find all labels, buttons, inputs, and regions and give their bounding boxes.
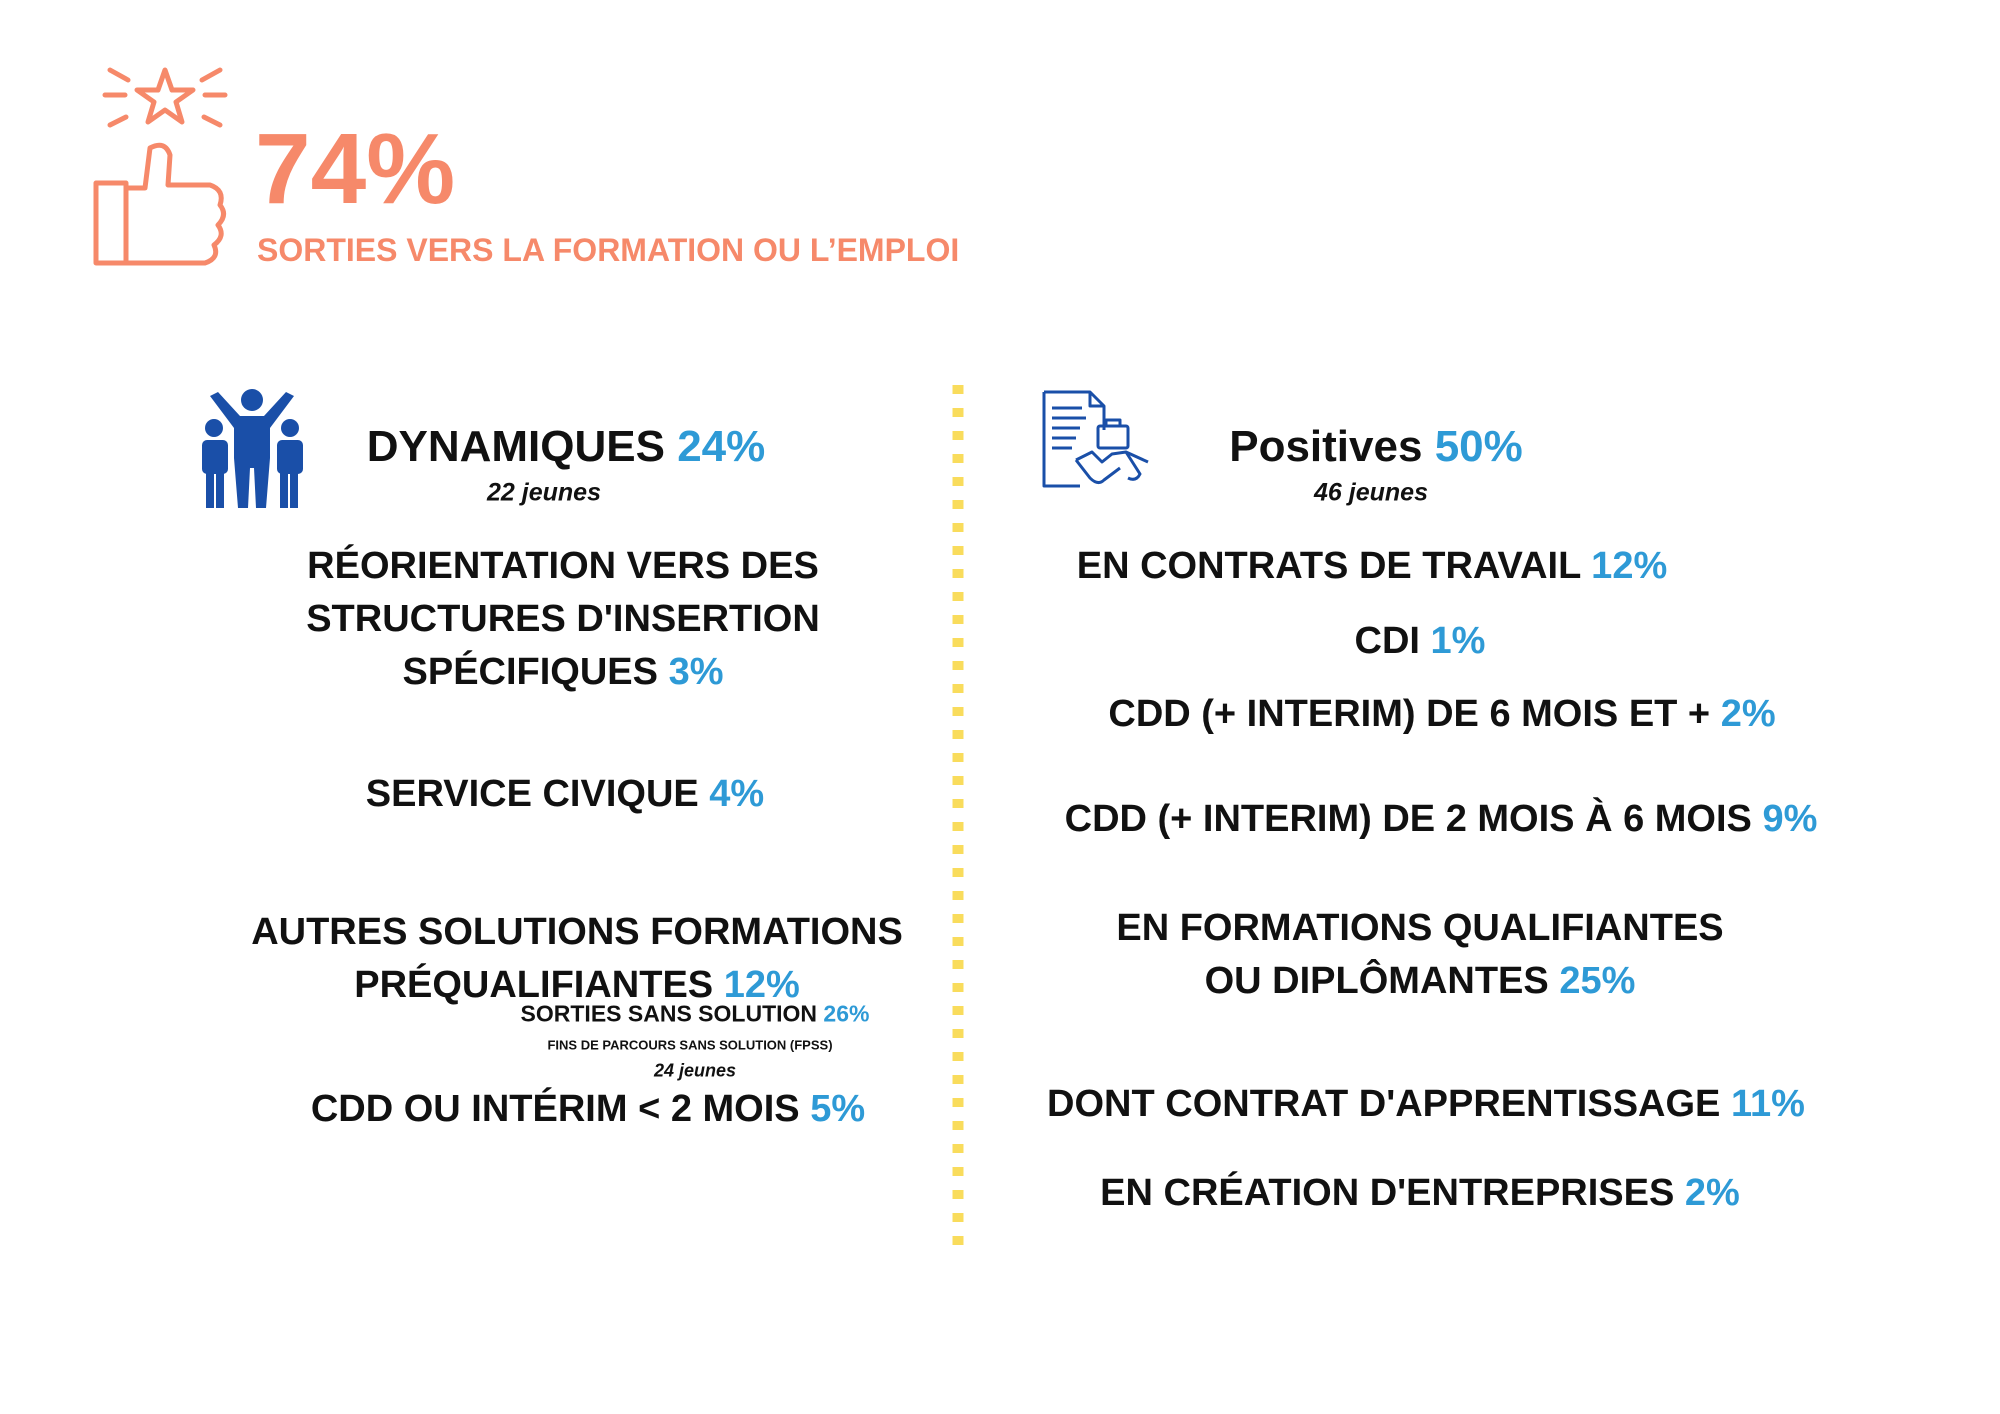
item-label: SERVICE CIVIQUE — [365, 773, 699, 815]
count: 22 jeunes — [487, 478, 601, 507]
item-percent: 1% — [1430, 620, 1486, 662]
item-label: EN CONTRATS DE TRAVAIL — [1076, 545, 1581, 587]
item: RÉORIENTATION VERS DES STRUCTURES D'INSER… — [306, 540, 820, 699]
headline-label: SORTIES VERS LA FORMATION OU L’EMPLOI — [257, 232, 960, 268]
item-line: SERVICE CIVIQUE 4% — [366, 768, 764, 821]
item-label: EN CRÉATION D'ENTREPRISES — [1100, 1172, 1675, 1214]
item: AUTRES SOLUTIONS FORMATIONS PRÉQUALIFIANT… — [251, 906, 903, 1012]
item-line: EN CONTRATS DE TRAVAIL 12% — [1077, 540, 1667, 593]
item: EN CRÉATION D'ENTREPRISES 2% — [1100, 1167, 1740, 1220]
item-percent: 5% — [810, 1088, 866, 1130]
overlay-count: 24 jeunes — [653, 1060, 737, 1081]
people-icon — [202, 389, 303, 508]
item-line: EN FORMATIONS QUALIFIANTES — [1116, 902, 1723, 955]
item-line: DONT CONTRAT D'APPRENTISSAGE 11% — [1047, 1078, 1805, 1131]
item-line: OU DIPLÔMANTES 25% — [1116, 955, 1723, 1008]
divider — [952, 385, 964, 1255]
item-label: EN FORMATIONS QUALIFIANTES — [1116, 907, 1724, 949]
item-line: AUTRES SOLUTIONS FORMATIONS — [251, 906, 903, 959]
item: CDD OU INTÉRIM < 2 MOIS 5% — [311, 1083, 865, 1136]
item-label: STRUCTURES D'INSERTION — [306, 598, 820, 640]
percent: 26% — [823, 1000, 870, 1027]
thumb-icon — [93, 67, 228, 266]
item-label: CDD (+ INTERIM) DE 6 MOIS ET + — [1108, 693, 1711, 735]
overlay-title: SORTIES SANS SOLUTION 26% — [521, 1001, 870, 1028]
item-line: CDD (+ INTERIM) DE 6 MOIS ET + 2% — [1108, 688, 1775, 741]
section-title: Positives 50% — [1229, 422, 1523, 472]
item-label: DONT CONTRAT D'APPRENTISSAGE — [1047, 1083, 1721, 1125]
item: EN CONTRATS DE TRAVAIL 12% — [1077, 540, 1667, 593]
item: CDD (+ INTERIM) DE 2 MOIS À 6 MOIS 9% — [1065, 793, 1818, 846]
item-line: SPÉCIFIQUES 3% — [306, 646, 820, 699]
item-percent: 11% — [1730, 1083, 1805, 1125]
item-percent: 25% — [1559, 960, 1636, 1002]
item-label: PRÉQUALIFIANTES — [354, 964, 714, 1006]
item-percent: 9% — [1762, 798, 1818, 840]
item-line: STRUCTURES D'INSERTION — [306, 593, 820, 646]
item-line: PRÉQUALIFIANTES 12% — [251, 959, 903, 1012]
item: EN FORMATIONS QUALIFIANTES OU DIPLÔMANTES… — [1116, 902, 1723, 1008]
item: CDD (+ INTERIM) DE 6 MOIS ET + 2% — [1108, 688, 1775, 741]
item-line: EN CRÉATION D'ENTREPRISES 2% — [1100, 1167, 1740, 1220]
title: SORTIES SANS SOLUTION — [520, 1000, 818, 1027]
title: Positives — [1229, 422, 1423, 471]
title: DYNAMIQUES — [366, 422, 665, 471]
item-percent: 3% — [668, 651, 724, 693]
item-line: CDI 1% — [1355, 615, 1486, 668]
overlay-subtitle: FINS DE PARCOURS SANS SOLUTION (FPSS) — [547, 1037, 833, 1053]
section-title: DYNAMIQUES 24% — [367, 422, 766, 472]
item-label: OU DIPLÔMANTES — [1204, 960, 1549, 1002]
item: CDI 1% — [1355, 615, 1486, 668]
headline-value: 74% — [255, 113, 456, 225]
item-line: RÉORIENTATION VERS DES — [306, 540, 820, 593]
item: DONT CONTRAT D'APPRENTISSAGE 11% — [1047, 1078, 1805, 1131]
item-line: CDD (+ INTERIM) DE 2 MOIS À 6 MOIS 9% — [1065, 793, 1818, 846]
item-line: CDD OU INTÉRIM < 2 MOIS 5% — [311, 1083, 865, 1136]
item-percent: 12% — [1591, 545, 1668, 587]
item-percent: 12% — [723, 964, 800, 1006]
percent: 50% — [1434, 422, 1523, 471]
item-label: SPÉCIFIQUES — [402, 651, 659, 693]
item-label: CDI — [1354, 620, 1420, 662]
item-label: RÉORIENTATION VERS DES — [307, 545, 819, 587]
percent: 24% — [677, 422, 766, 471]
item-label: CDD OU INTÉRIM < 2 MOIS — [310, 1088, 800, 1130]
count: 46 jeunes — [1314, 478, 1428, 507]
contract-icon — [1042, 390, 1149, 488]
item-label: AUTRES SOLUTIONS FORMATIONS — [251, 911, 903, 953]
item: SERVICE CIVIQUE 4% — [366, 768, 764, 821]
item-percent: 4% — [709, 773, 765, 815]
item-percent: 2% — [1684, 1172, 1740, 1214]
item-percent: 2% — [1720, 693, 1776, 735]
item-label: CDD (+ INTERIM) DE 2 MOIS À 6 MOIS — [1064, 798, 1752, 840]
